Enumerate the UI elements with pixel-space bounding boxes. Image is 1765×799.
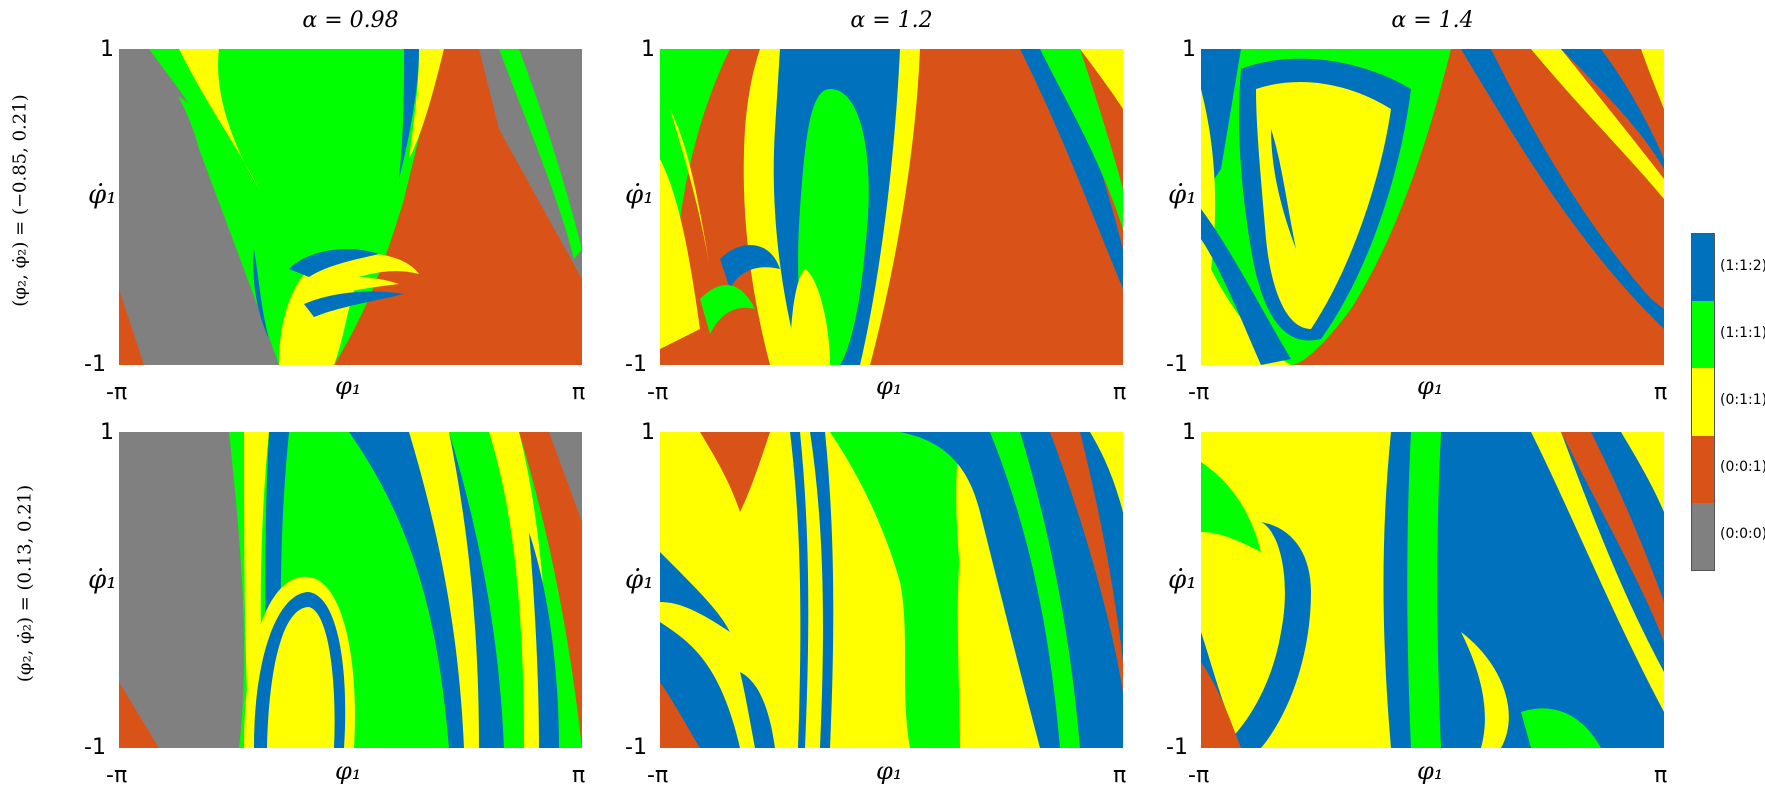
- colorbar-label-111: (1:1:1): [1720, 325, 1765, 341]
- heatmap-panel-r1-c3: [1201, 49, 1664, 365]
- x-tick-min-r1-c1: -π: [106, 380, 128, 405]
- x-tick-min-r1-c2: -π: [647, 380, 669, 405]
- x-tick-max-r2-c1: π: [572, 763, 586, 788]
- y-axis-label-r2-c1: φ̇₁: [88, 565, 117, 595]
- column-title-alpha-12: α = 1.2: [850, 8, 933, 33]
- colorbar-label-000: (0:0:0): [1720, 526, 1765, 542]
- y-axis-label-r1-c2: φ̇₁: [625, 180, 654, 210]
- x-tick-min-r2-c3: -π: [1188, 763, 1210, 788]
- x-tick-max-r1-c2: π: [1113, 380, 1127, 405]
- heatmap-panel-r2-c1: [119, 432, 582, 748]
- x-tick-min-r2-c1: -π: [106, 763, 128, 788]
- colorbar-label-112: (1:1:2): [1720, 258, 1765, 274]
- x-tick-max-r2-c2: π: [1113, 763, 1127, 788]
- y-tick-min-r1-c3: -1: [1166, 352, 1188, 377]
- row-label-bottom: (φ₂, φ̇₂) = (0.13, 0.21): [14, 484, 36, 683]
- colorbar-swatch-111: [1692, 301, 1714, 369]
- colorbar-label-001: (0:0:1): [1720, 459, 1765, 475]
- y-tick-min-r1-c1: -1: [84, 352, 106, 377]
- colorbar-swatch-000: [1692, 502, 1714, 570]
- colorbar: [1691, 233, 1715, 571]
- x-tick-max-r1-c3: π: [1654, 380, 1668, 405]
- x-tick-min-r1-c3: -π: [1188, 380, 1210, 405]
- colorbar-swatch-011: [1692, 368, 1714, 436]
- y-tick-max-r2-c3: 1: [1182, 420, 1196, 445]
- column-title-alpha-14: α = 1.4: [1391, 8, 1474, 33]
- y-axis-label-r2-c3: φ̇₁: [1168, 565, 1197, 595]
- x-axis-label-r2-c2: φ₁: [876, 757, 903, 785]
- x-tick-min-r2-c2: -π: [647, 763, 669, 788]
- y-tick-min-r2-c2: -1: [625, 735, 647, 760]
- heatmap-panel-r2-c2: [660, 432, 1123, 748]
- y-tick-max-r2-c1: 1: [100, 420, 114, 445]
- column-title-alpha-098: α = 0.98: [302, 8, 399, 33]
- colorbar-swatch-001: [1692, 435, 1714, 503]
- y-tick-min-r1-c2: -1: [625, 352, 647, 377]
- colorbar-swatch-112: [1692, 234, 1714, 302]
- y-axis-label-r2-c2: φ̇₁: [625, 565, 654, 595]
- heatmap-panel-r1-c2: [660, 49, 1123, 365]
- y-tick-max-r1-c1: 1: [100, 37, 114, 62]
- x-tick-max-r2-c3: π: [1654, 763, 1668, 788]
- x-axis-label-r1-c1: φ₁: [335, 372, 362, 400]
- y-axis-label-r1-c1: φ̇₁: [88, 180, 117, 210]
- heatmap-panel-r2-c3: [1201, 432, 1664, 748]
- x-axis-label-r2-c3: φ₁: [1417, 757, 1444, 785]
- x-axis-label-r1-c2: φ₁: [876, 372, 903, 400]
- y-tick-max-r2-c2: 1: [641, 420, 655, 445]
- y-tick-min-r2-c1: -1: [84, 735, 106, 760]
- y-tick-max-r1-c2: 1: [641, 37, 655, 62]
- x-tick-max-r1-c1: π: [572, 380, 586, 405]
- y-tick-min-r2-c3: -1: [1166, 735, 1188, 760]
- colorbar-label-011: (0:1:1): [1720, 392, 1765, 408]
- x-axis-label-r2-c1: φ₁: [335, 757, 362, 785]
- x-axis-label-r1-c3: φ₁: [1417, 372, 1444, 400]
- row-label-top: (φ₂, φ̇₂) = (−0.85, 0.21): [9, 94, 31, 307]
- y-tick-max-r1-c3: 1: [1182, 37, 1196, 62]
- heatmap-panel-r1-c1: [119, 49, 582, 365]
- y-axis-label-r1-c3: φ̇₁: [1168, 180, 1197, 210]
